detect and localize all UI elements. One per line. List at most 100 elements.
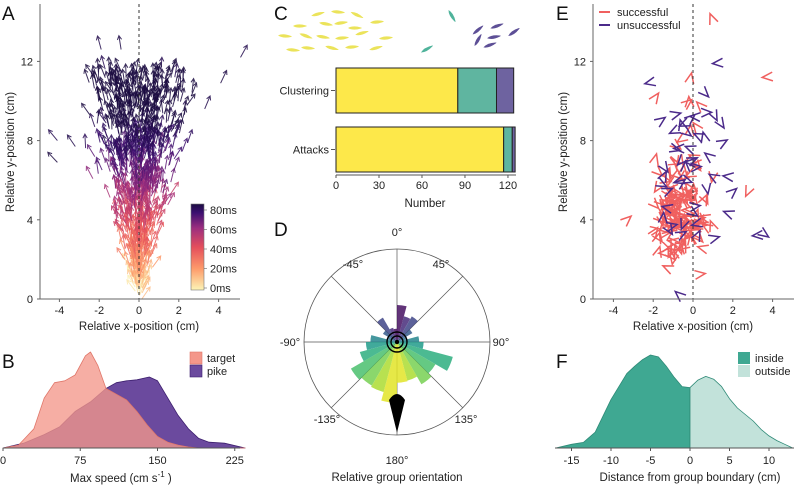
chevron-unsuccessful — [669, 110, 683, 121]
chevron-unsuccessful — [708, 234, 722, 245]
fish-icon — [286, 48, 300, 52]
quiver-arrow — [95, 34, 102, 50]
quiver-arrow — [149, 140, 155, 156]
quiver-arrow — [121, 142, 127, 158]
quiver-arrow — [187, 128, 194, 144]
quiver-arrow — [143, 235, 149, 251]
x-ticks: -4 -2 0 2 4 — [55, 299, 222, 317]
rose-wedge — [365, 342, 397, 350]
quiver-arrow — [140, 101, 147, 117]
chevron-successful — [668, 206, 682, 217]
fish-icon — [334, 21, 348, 25]
chevron-successful — [673, 242, 684, 256]
quiver-arrow — [170, 167, 176, 183]
quiver-arrow — [140, 258, 148, 273]
quiver-arrow — [145, 134, 151, 150]
x-tick-label: 4 — [216, 305, 222, 317]
chevron-unsuccessful — [725, 187, 739, 199]
quiver-arrow — [116, 72, 123, 87]
fish-icon — [474, 33, 482, 47]
angle-label: 180° — [386, 455, 409, 467]
bar-segment — [335, 67, 459, 114]
quiver-arrow — [140, 166, 146, 182]
angle-label: -90° — [280, 337, 300, 349]
quiver-arrow — [170, 87, 178, 102]
chevron-successful — [695, 244, 709, 255]
chevron-unsuccessful — [672, 174, 686, 185]
quiver-arrow — [85, 63, 95, 77]
chevron-unsuccessful — [661, 187, 675, 198]
chevron-unsuccessful — [721, 172, 735, 183]
quiver-arrow — [162, 125, 168, 141]
quiver-arrow — [95, 127, 101, 143]
quiver-arrow — [150, 230, 157, 245]
x-tick-label: 225 — [226, 455, 244, 467]
chevron-unsuccessful — [671, 143, 685, 154]
fish-icon — [316, 35, 330, 39]
chevron-unsuccessful — [757, 227, 771, 239]
y-tick-label: 8 — [27, 136, 33, 148]
y-ticks: 0 4 8 12 — [21, 56, 40, 306]
chevron-successful — [698, 192, 709, 206]
mean-vector — [386, 331, 408, 433]
quiver-arrow — [99, 54, 106, 70]
quiver-arrow — [95, 108, 102, 124]
quiver-arrow — [109, 114, 115, 130]
y-ticks: 0 4 8 12 — [574, 56, 593, 306]
chevron-unsuccessful — [673, 178, 687, 190]
colorbar — [190, 203, 205, 291]
quiver-arrow — [112, 201, 119, 217]
chevron-successful — [684, 71, 695, 85]
colorbar-label: 0ms — [210, 283, 231, 295]
quiver-arrow — [138, 65, 144, 81]
rose-wedge — [361, 342, 397, 386]
quiver-arrow — [147, 81, 153, 97]
y-tick-label: 4 — [580, 215, 586, 227]
quiver-arrow — [162, 178, 169, 194]
quiver-arrow — [96, 77, 105, 92]
chevron-successful — [651, 165, 664, 177]
quiver-arrow — [127, 268, 134, 283]
quiver-arrow — [170, 181, 179, 195]
fish-icon — [325, 45, 339, 51]
chevron-successful — [680, 231, 691, 245]
chevron-successful — [687, 181, 699, 195]
chevron-successful — [678, 232, 692, 243]
quiver-arrow — [140, 186, 146, 202]
x-axis-label: Relative x-position (cm) — [79, 321, 199, 333]
x-ticks: 0 30 60 90 120 — [333, 175, 517, 192]
quiver-arrow — [108, 66, 114, 82]
fish-icon — [335, 36, 349, 40]
rose-wedge — [389, 327, 397, 342]
quiver-arrow — [240, 44, 248, 58]
rose-wedge — [397, 342, 417, 381]
quiver-arrow — [104, 70, 111, 85]
y-tick-label: 12 — [21, 56, 33, 68]
quiver-arrow — [85, 165, 94, 179]
y-axis-label: Relative y-position (cm) — [558, 92, 570, 212]
chevron-unsuccessful — [689, 217, 703, 228]
fish-icon — [345, 45, 359, 49]
chevron-unsuccessful — [697, 86, 710, 99]
quiver-arrow — [181, 137, 189, 152]
quiver-arrow — [164, 136, 171, 152]
quiver-arrow — [150, 114, 156, 130]
quiver-arrow — [109, 147, 116, 162]
quiver-arrow — [157, 208, 166, 222]
quiver-arrow — [147, 102, 154, 117]
quiver-arrow — [145, 113, 151, 129]
x-tick-label: 60 — [416, 180, 428, 192]
chevron-unsuccessful — [707, 173, 721, 184]
chevron-successful — [683, 215, 697, 225]
quiver-arrow — [130, 193, 136, 209]
stacked-bars — [335, 67, 516, 173]
chevron-unsuccessful — [642, 76, 657, 87]
chevron-unsuccessful — [676, 154, 689, 167]
quiver-arrow — [99, 63, 106, 78]
quiver-arrow — [190, 81, 198, 97]
fish-icon — [299, 33, 313, 39]
x-tick-label: 0 — [136, 305, 142, 317]
quiver-arrow — [108, 133, 114, 149]
quiver-arrow — [167, 106, 173, 122]
quiver-arrow — [135, 57, 141, 73]
